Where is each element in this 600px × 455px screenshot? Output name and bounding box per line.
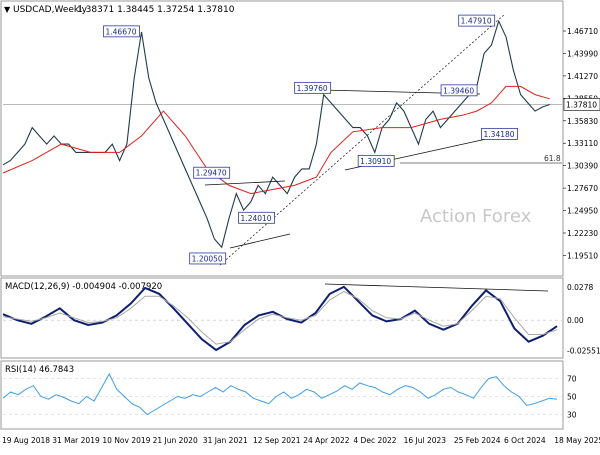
fib-level-label: 61.8 xyxy=(544,154,561,163)
macd-divergence-trendline xyxy=(324,283,549,292)
price-y-tick-label: 1.27670 xyxy=(567,184,598,193)
price-y-tick-label: 1.19510 xyxy=(567,251,598,260)
moving-average-line xyxy=(2,85,550,195)
current-price-label: 1.37810 xyxy=(566,100,597,109)
price-level-label-box xyxy=(294,81,332,94)
x-tick-label: 31 Mar 2019 xyxy=(52,436,100,445)
price-level-label-box xyxy=(238,211,275,224)
price-level-label: 1.30910 xyxy=(360,157,391,166)
x-tick-label: 19 Aug 2018 xyxy=(2,436,50,445)
price-level-label-box xyxy=(458,14,496,27)
ohlc-values: 1.38371 1.38445 1.37254 1.37810 xyxy=(77,5,235,15)
symbol-triangle-icon: ▼ xyxy=(4,5,11,14)
price-level-label-box xyxy=(440,84,478,97)
triangle-upper-trendline xyxy=(204,180,286,186)
x-tick-label: 21 Jun 2020 xyxy=(153,436,198,445)
price-level-label: 1.20050 xyxy=(192,254,223,263)
x-tick-label: 12 Sep 2021 xyxy=(253,436,301,445)
x-tick-label: 31 Jan 2021 xyxy=(203,436,248,445)
price-y-tick-label: 1.22230 xyxy=(567,229,598,238)
price-level-label-box xyxy=(481,127,518,140)
rsi-line xyxy=(2,372,558,416)
price-y-tick-label: 1.30390 xyxy=(567,162,598,171)
x-tick-label: 6 Oct 2024 xyxy=(504,436,546,445)
x-tick-label: 16 Jul 2023 xyxy=(404,436,447,445)
macd-y-tick-label: 0.0278 xyxy=(567,283,593,292)
macd-title: MACD(12,26,9) -0.004904 -0.007920 xyxy=(5,282,162,292)
price-level-label: 1.46670 xyxy=(106,27,137,36)
price-y-tick-label: 1.46710 xyxy=(567,27,598,36)
symbol-title: USDCAD,Weekly xyxy=(13,5,88,15)
annotation-layer: 61.8 1.46670 1.39760 1.39460 1.47910 1.34180 1… xyxy=(103,13,561,292)
channel-diagonal-trendline xyxy=(219,13,506,266)
x-tick-label: 4 Dec 2022 xyxy=(353,436,396,445)
price-level-label: 1.34180 xyxy=(484,130,515,139)
macd-panel xyxy=(0,277,564,359)
triangle-lower-trendline xyxy=(229,233,291,249)
price-y-tick-label: 1.24950 xyxy=(567,207,598,216)
price-level-label-box xyxy=(189,252,227,265)
price-y-tick-label: 1.41270 xyxy=(567,72,598,81)
rsi-panel xyxy=(0,360,564,430)
price-y-tick-label: 1.35830 xyxy=(567,117,598,126)
price-level-label-box xyxy=(357,154,395,167)
price-level-label: 1.39760 xyxy=(297,84,328,93)
price-level-label: 1.29470 xyxy=(196,169,227,178)
price-panel xyxy=(0,0,564,277)
price-level-label-box xyxy=(103,25,140,38)
grid-layer xyxy=(3,104,562,415)
rsi-y-tick-label: 50 xyxy=(567,393,577,402)
macd-main-line xyxy=(2,285,558,352)
price-y-tick-label: 1.43990 xyxy=(567,49,598,58)
macd-signal-line xyxy=(2,290,558,345)
price-level-label: 1.47910 xyxy=(461,17,492,26)
current-price-badge xyxy=(563,98,600,111)
rsi-title: RSI(14) 46.7843 xyxy=(5,365,74,375)
rsi-y-tick-label: 70 xyxy=(567,375,577,384)
x-tick-label: 10 Nov 2019 xyxy=(102,436,150,445)
price-level-label-box xyxy=(193,166,231,179)
price-level-label: 1.24010 xyxy=(241,214,272,223)
x-tick-label: 24 Apr 2022 xyxy=(303,436,350,445)
x-tick-label: 25 Feb 2024 xyxy=(454,436,501,445)
axis-layer: 19 Aug 2018 31 Mar 2019 10 Nov 2019 21 Jun … xyxy=(2,27,600,445)
macd-y-tick-label: -0.025511 xyxy=(567,347,600,356)
x-tick-label: 18 May 2025 xyxy=(554,436,600,445)
watermark: Action Forex xyxy=(420,206,532,227)
rsi-y-tick-label: 30 xyxy=(567,411,577,420)
price-y-tick-label: 1.33110 xyxy=(567,139,598,148)
macd-y-tick-label: 0.00 xyxy=(567,316,584,325)
price-level-label: 1.39460 xyxy=(443,86,474,95)
